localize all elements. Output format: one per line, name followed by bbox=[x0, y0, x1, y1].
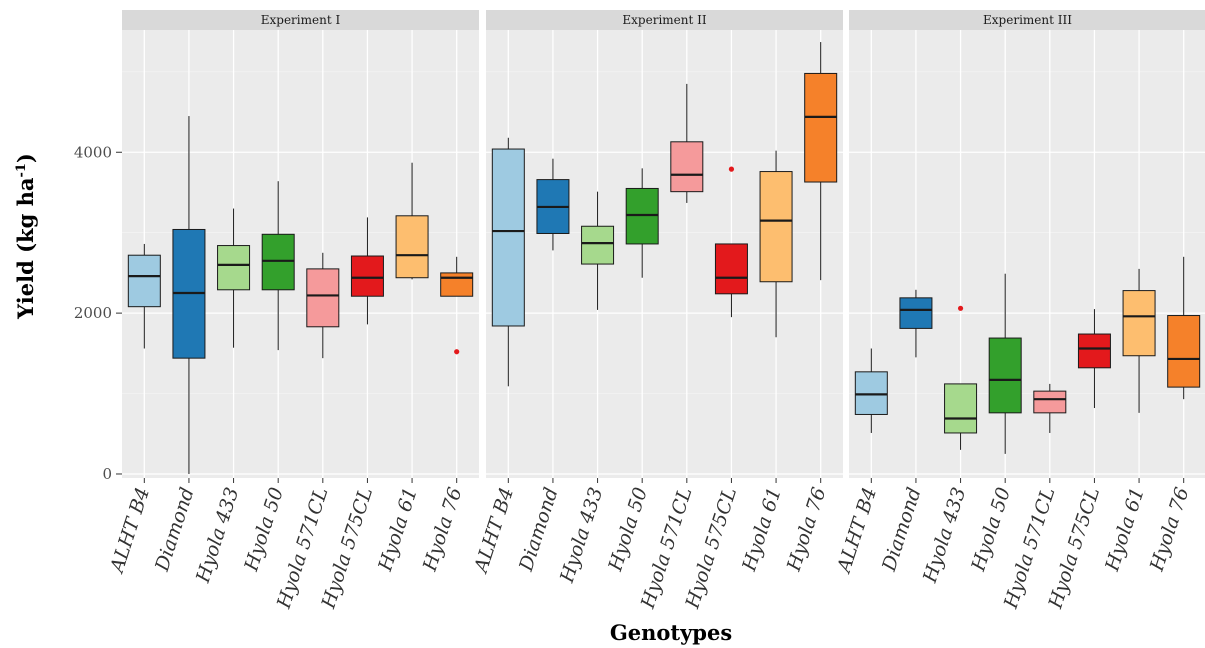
x-tick-label: Hyola 76 bbox=[1146, 485, 1194, 575]
x-tick-label: Hyola 50 bbox=[604, 485, 652, 575]
box-body bbox=[127, 254, 161, 308]
x-tick-label: Hyola 61 bbox=[374, 485, 422, 575]
box-body bbox=[1122, 290, 1156, 357]
box-hyola-433 bbox=[944, 305, 978, 450]
x-tick-label: Diamond bbox=[151, 485, 199, 575]
panels-layer: Experiment I Experiment II Experiment III bbox=[122, 10, 1205, 478]
box-hyola-433 bbox=[581, 191, 615, 310]
box-body bbox=[854, 371, 888, 415]
box-body bbox=[1033, 390, 1067, 414]
x-tick-label: ALHT B4 bbox=[105, 485, 154, 577]
box-body bbox=[625, 187, 659, 245]
box-body bbox=[944, 383, 978, 434]
box-hyola-76 bbox=[440, 256, 474, 355]
outlier-point bbox=[957, 305, 964, 311]
box-body bbox=[899, 297, 933, 329]
box-body bbox=[1077, 333, 1111, 369]
box-hyola-571cl bbox=[670, 83, 704, 203]
box-body bbox=[714, 243, 748, 295]
box-hyola-50 bbox=[625, 168, 659, 278]
box-body bbox=[350, 255, 384, 297]
box-body bbox=[581, 225, 615, 265]
box-hyola-76 bbox=[804, 42, 838, 281]
y-axis-title-main: Yield (kg ha bbox=[13, 177, 38, 320]
x-axis-title: Genotypes bbox=[610, 620, 732, 645]
y-axis-title-suffix: ) bbox=[13, 153, 38, 163]
x-tick-label: Hyola 50 bbox=[240, 485, 288, 575]
box-body bbox=[1167, 315, 1201, 388]
box-hyola-571cl bbox=[1033, 383, 1067, 433]
panel: Experiment III bbox=[849, 10, 1205, 478]
y-axis-title: Yield (kg ha-1) bbox=[13, 153, 38, 320]
y-tick-label: 0 bbox=[102, 465, 112, 483]
box-hyola-61 bbox=[1122, 268, 1156, 413]
x-tick-label: Hyola 433 bbox=[919, 485, 971, 586]
box-body bbox=[440, 272, 474, 297]
x-tick-label: Hyola 433 bbox=[556, 485, 608, 586]
box-hyola-575cl bbox=[714, 166, 748, 318]
box-diamond bbox=[899, 289, 933, 358]
box-body bbox=[395, 215, 429, 279]
panel-title: Experiment II bbox=[622, 13, 706, 27]
box-alht-b4 bbox=[491, 137, 525, 387]
box-hyola-433 bbox=[217, 208, 251, 348]
box-alht-b4 bbox=[854, 348, 888, 433]
x-tick-label: Hyola 76 bbox=[419, 485, 467, 575]
panel-strip bbox=[486, 10, 843, 30]
box-hyola-61 bbox=[395, 162, 429, 280]
x-tick-label: ALHT B4 bbox=[469, 485, 518, 577]
panel: Experiment II bbox=[486, 10, 843, 478]
x-tick-label: ALHT B4 bbox=[832, 485, 881, 577]
panel-strip bbox=[849, 10, 1205, 30]
y-axis-title-superscript: -1 bbox=[14, 163, 29, 177]
box-body bbox=[988, 337, 1022, 414]
panel: Experiment I bbox=[122, 10, 479, 478]
y-tick-label: 2000 bbox=[74, 304, 112, 322]
box-hyola-61 bbox=[759, 150, 793, 338]
panel-title: Experiment III bbox=[983, 13, 1072, 27]
panel-title: Experiment I bbox=[261, 13, 341, 27]
x-tick-label: Diamond bbox=[878, 485, 926, 575]
y-tick-label: 4000 bbox=[74, 143, 112, 161]
x-tick-label: Hyola 50 bbox=[967, 485, 1015, 575]
x-tick-label: Hyola 61 bbox=[1101, 485, 1149, 575]
box-hyola-575cl bbox=[350, 217, 384, 325]
box-body bbox=[261, 233, 295, 291]
y-axis: 0 2000 4000 bbox=[74, 143, 122, 483]
x-tick-label: Hyola 433 bbox=[192, 485, 244, 586]
box-body bbox=[670, 141, 704, 193]
x-tick-label: Diamond bbox=[515, 485, 563, 575]
box-body bbox=[804, 72, 838, 183]
box-alht-b4 bbox=[127, 243, 161, 349]
box-hyola-575cl bbox=[1077, 309, 1111, 409]
box-diamond bbox=[536, 158, 570, 251]
box-diamond bbox=[172, 116, 206, 474]
panel-strip bbox=[122, 10, 479, 30]
box-body bbox=[217, 245, 251, 291]
x-tick-label: Hyola 61 bbox=[738, 485, 786, 575]
box-body bbox=[759, 171, 793, 283]
outlier-point bbox=[728, 166, 735, 172]
box-hyola-76 bbox=[1167, 256, 1201, 400]
box-body bbox=[306, 268, 340, 328]
x-tick-label: Hyola 76 bbox=[783, 485, 831, 575]
box-hyola-50 bbox=[988, 273, 1022, 454]
panel-background bbox=[849, 30, 1205, 478]
box-hyola-50 bbox=[261, 181, 295, 351]
box-hyola-571cl bbox=[306, 252, 340, 359]
box-body bbox=[491, 148, 525, 327]
outlier-point bbox=[454, 349, 460, 355]
